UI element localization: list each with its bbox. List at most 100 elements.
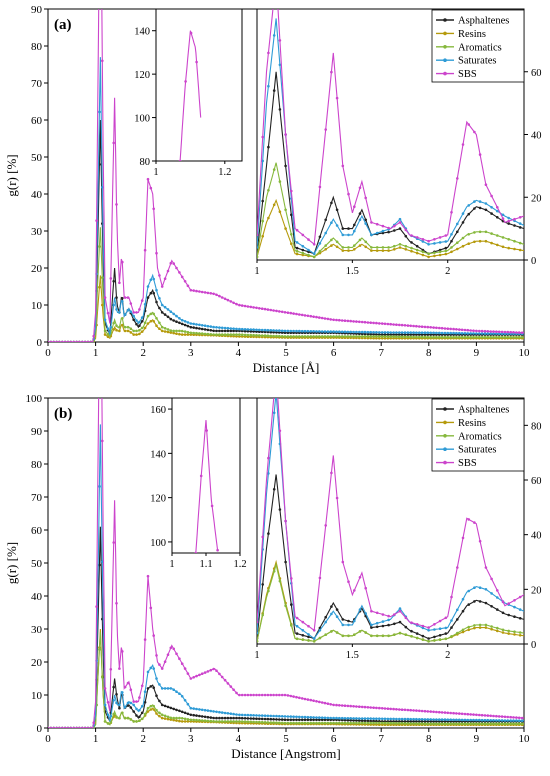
main-1-xtick-label: 8 <box>426 733 432 745</box>
inset-range-1-point-aromatics <box>433 639 436 642</box>
main-0-point-aromatics <box>349 335 353 338</box>
main-1-point-asphaltenes <box>246 717 250 720</box>
main-1-point-sbs <box>118 667 121 670</box>
main-1-point-aromatics <box>412 722 415 725</box>
main-1-point-asphaltenes <box>366 719 370 723</box>
main-0-point-aromatics <box>112 321 115 325</box>
main-0-point-saturates <box>175 314 178 318</box>
inset-range-1-point-saturates <box>257 631 259 635</box>
inset-range-1-point-asphaltenes <box>370 626 373 629</box>
main-1-point-aromatics <box>497 722 501 725</box>
main-0-point-saturates <box>418 331 421 335</box>
main-1-point-saturates <box>163 687 167 690</box>
inset-range-0-point-sbs <box>433 238 436 241</box>
main-0-point-saturates <box>469 332 473 335</box>
main-0-point-resins <box>183 333 187 336</box>
main-1-point-saturates <box>218 710 221 714</box>
main-0-point-saturates <box>343 330 347 334</box>
main-1-point-sbs <box>72 726 75 728</box>
legend-box <box>431 9 525 83</box>
main-0-point-resins <box>186 333 190 336</box>
inset-range-1-point-sbs <box>438 619 442 623</box>
main-1-point-sbs <box>258 693 261 697</box>
main-0-point-sbs <box>86 340 90 342</box>
main-0-point-saturates <box>278 329 281 332</box>
main-0-point-sbs <box>163 277 167 281</box>
main-1-point-sbs <box>469 713 473 716</box>
main-1-point-saturates <box>300 715 304 719</box>
inset-range-1-point-sbs <box>484 566 488 569</box>
inset-range-0-point-asphaltenes <box>335 208 339 212</box>
legend-marker-sbs <box>443 71 447 76</box>
main-1-point-aromatics <box>289 721 293 725</box>
inset-range-0-point-saturates <box>381 229 385 233</box>
main-0-point-sbs <box>432 326 435 329</box>
main-0-point-aromatics <box>480 335 484 339</box>
main-1-point-asphaltenes <box>303 718 307 722</box>
main-0-point-aromatics <box>400 335 404 339</box>
main-1-point-sbs <box>126 681 130 685</box>
main-0-point-resins <box>238 335 241 338</box>
main-0-ytick-label: 30 <box>31 226 43 238</box>
main-0-point-asphaltenes <box>212 329 215 333</box>
main-0-point-asphaltenes <box>140 320 144 323</box>
inset-range-1-point-asphaltenes <box>335 608 339 611</box>
main-1-point-sbs <box>338 704 341 707</box>
main-1-point-saturates <box>203 708 207 712</box>
main-0-point-sbs <box>72 340 75 342</box>
inset-peak-0-point-sbs <box>195 60 198 64</box>
inset-range-1-point-saturates <box>312 637 316 640</box>
main-0-point-saturates <box>203 324 207 328</box>
inset-range-0-point-resins <box>335 245 339 249</box>
main-1-point-aromatics <box>318 721 321 725</box>
inset-range-0-point-resins <box>284 227 287 230</box>
main-0-point-sbs <box>209 292 213 295</box>
main-1-point-saturates <box>260 714 264 717</box>
main-1-xtick-label: 0 <box>45 733 51 745</box>
main-1-point-asphaltenes <box>275 718 278 721</box>
main-1-point-saturates <box>378 717 381 720</box>
main-0-xtick-label: 8 <box>426 347 432 359</box>
main-0-point-saturates <box>143 303 147 306</box>
main-1-point-asphaltenes <box>118 706 121 710</box>
inset-range-0-point-sbs <box>307 238 310 241</box>
inset-range-0-point-resins <box>456 247 459 251</box>
main-0-point-saturates <box>380 331 384 334</box>
inset-range-0-point-asphaltenes <box>518 226 522 229</box>
main-1-point-asphaltenes <box>283 718 287 721</box>
main-0-point-saturates <box>140 316 144 319</box>
main-1-point-saturates <box>220 711 224 714</box>
main-1-point-saturates <box>146 670 150 674</box>
main-1-point-asphaltenes <box>235 716 238 720</box>
legend-label-aromatics: Aromatics <box>458 42 502 53</box>
main-1-point-aromatics <box>406 722 410 725</box>
main-0-point-sbs <box>438 326 441 330</box>
main-1-point-aromatics <box>115 715 118 719</box>
main-0-point-sbs <box>63 340 67 342</box>
main-1-point-aromatics <box>129 718 133 721</box>
main-1-point-sbs <box>160 667 164 670</box>
main-1-point-sbs <box>83 726 87 728</box>
main-1-ytick-label: 30 <box>31 624 43 636</box>
main-1-point-saturates <box>338 716 341 720</box>
main-1-point-asphaltenes <box>343 718 347 722</box>
main-1-point-aromatics <box>218 720 221 723</box>
main-0-plot-area <box>48 9 524 342</box>
main-0-point-saturates <box>443 331 447 335</box>
main-1-point-asphaltenes <box>135 714 138 717</box>
main-0-point-aromatics <box>172 329 175 333</box>
main-1-point-sbs <box>212 667 215 671</box>
main-1-point-aromatics <box>232 720 235 723</box>
main-0-point-sbs <box>423 325 427 329</box>
main-1-point-sbs <box>178 657 181 660</box>
main-1-point-aromatics <box>478 722 481 725</box>
main-0-point-asphaltenes <box>275 331 278 334</box>
main-0-point-sbs <box>48 340 50 342</box>
main-0-point-aromatics <box>418 335 421 339</box>
main-1-point-asphaltenes <box>249 717 253 720</box>
main-1-point-saturates <box>169 687 173 690</box>
main-0-point-saturates <box>223 326 227 330</box>
main-0-point-sbs <box>452 327 455 331</box>
main-0-point-asphaltenes <box>149 291 153 295</box>
main-0-point-aromatics <box>238 333 241 336</box>
